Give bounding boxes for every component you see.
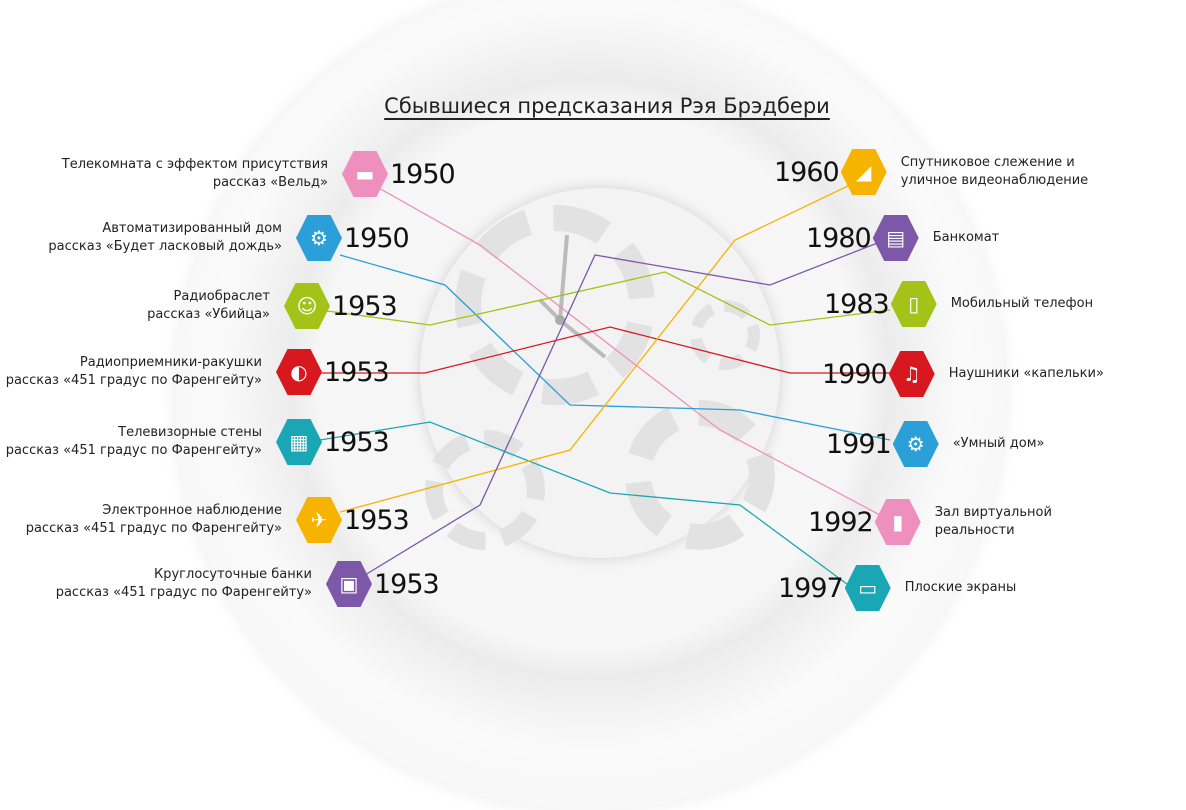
- prediction-label: Автоматизированный дом рассказ «Будет лас…: [48, 220, 282, 256]
- vr-room-icon: ▮: [874, 498, 921, 546]
- prediction-label: Электронное наблюдение рассказ «451 граду…: [26, 502, 282, 538]
- prediction-label: Зал виртуальной реальности: [935, 504, 1052, 540]
- clock-center: [555, 315, 565, 325]
- label-line: рассказ «451 градус по Фаренгейту»: [5, 443, 262, 458]
- atm-icon: ▤: [872, 214, 919, 262]
- prediction-label: Банкомат: [933, 229, 1000, 247]
- gears-house-icon: ⚙: [296, 214, 342, 262]
- year: 1953: [324, 356, 390, 388]
- connection-line-group: [319, 182, 891, 591]
- helicopter-icon: ✈: [296, 496, 342, 544]
- connection-lines: [319, 182, 891, 591]
- label-line: реальности: [934, 523, 1015, 538]
- label-line: Плоские экраны: [904, 580, 1017, 595]
- prediction-label: Наушники «капельки»: [949, 365, 1104, 383]
- clock-hand: [558, 234, 569, 321]
- label-line: Спутниковое слежение и: [900, 155, 1075, 170]
- year: 1997: [778, 572, 844, 604]
- year: 1953: [344, 504, 410, 536]
- right-prediction-item: 1991 ⚙ «Умный дом»: [826, 420, 1044, 468]
- man-wristradio-icon: ☺: [284, 282, 330, 330]
- year: 1953: [332, 290, 398, 322]
- clock-hand: [558, 318, 607, 359]
- prediction-label: Мобильный телефон: [951, 295, 1093, 313]
- left-prediction-item: Телекомната с эффектом присутствия расска…: [62, 150, 456, 198]
- connection-line: [320, 326, 890, 374]
- right-prediction-item: 1990 ♫ Наушники «капельки»: [822, 350, 1104, 398]
- label-line: Радиобраслет: [173, 289, 270, 304]
- label-line: Электронное наблюдение: [102, 503, 282, 518]
- left-prediction-item: Радиобраслет рассказ «Убийца» ☺ 1953: [147, 282, 398, 330]
- connection-line: [369, 182, 881, 516]
- label-line: Наушники «капельки»: [948, 366, 1104, 381]
- label-line: Телекомната с эффектом присутствия: [61, 157, 328, 172]
- connection-line: [364, 241, 881, 576]
- right-prediction-item: 1980 ▤ Банкомат: [806, 214, 999, 262]
- label-line: рассказ «451 градус по Фаренгейту»: [25, 521, 282, 536]
- left-prediction-item: Радиоприемники-ракушки рассказ «451 граду…: [6, 348, 390, 396]
- left-prediction-item: Электронное наблюдение рассказ «451 граду…: [26, 496, 410, 544]
- label-line: Телевизорные стены: [118, 425, 262, 440]
- label-line: рассказ «Убийца»: [147, 307, 270, 322]
- label-line: Банкомат: [932, 230, 1000, 245]
- connection-line: [339, 184, 851, 513]
- label-line: рассказ «451 градус по Фаренгейту»: [55, 585, 312, 600]
- year: 1953: [324, 426, 390, 458]
- room-screen-icon: ▬: [342, 150, 388, 198]
- robot-bank-icon: ▣: [326, 560, 372, 608]
- page-title: Сбывшиеся предсказания Рэя Брэдбери: [384, 94, 830, 118]
- label-line: рассказ «Будет ласковый дождь»: [48, 239, 282, 254]
- year: 1953: [374, 568, 440, 600]
- connection-line: [319, 271, 891, 326]
- label-line: Мобильный телефон: [950, 296, 1094, 311]
- connection-line: [339, 254, 891, 441]
- prediction-label: Круглосуточные банки рассказ «451 градус …: [56, 566, 312, 602]
- right-prediction-item: 1960 ◢ Спутниковое слежение и уличное видео…: [774, 148, 1088, 196]
- prediction-label: Спутниковое слежение и уличное видеонаблю…: [901, 154, 1088, 190]
- label-line: Круглосуточные банки: [154, 567, 312, 582]
- year: 1983: [824, 288, 890, 320]
- year: 1950: [344, 222, 410, 254]
- left-prediction-item: Телевизорные стены рассказ «451 градус по…: [6, 418, 390, 466]
- label-line: рассказ «Вельд»: [212, 175, 328, 190]
- year: 1990: [822, 358, 888, 390]
- right-prediction-item: 1983 ▯ Мобильный телефон: [824, 280, 1093, 328]
- prediction-label: Радиобраслет рассказ «Убийца»: [147, 288, 270, 324]
- ear-icon: ◐: [276, 348, 322, 396]
- left-prediction-item: Автоматизированный дом рассказ «Будет лас…: [48, 214, 410, 262]
- prediction-label: Плоские экраны: [905, 579, 1017, 597]
- year: 1950: [390, 158, 456, 190]
- label-line: Радиоприемники-ракушки: [79, 355, 262, 370]
- prediction-label: Телекомната с эффектом присутствия расска…: [62, 156, 328, 192]
- security-camera-icon: ◢: [840, 148, 887, 196]
- left-prediction-item: Круглосуточные банки рассказ «451 градус …: [56, 560, 440, 608]
- gears-house-icon: ⚙: [892, 420, 939, 468]
- right-prediction-item: 1997 ▭ Плоские экраны: [778, 564, 1016, 612]
- label-line: Автоматизированный дом: [102, 221, 282, 236]
- tv-icon: ▦: [276, 418, 322, 466]
- mobile-phone-icon: ▯: [890, 280, 937, 328]
- prediction-label: Телевизорные стены рассказ «451 градус по…: [6, 424, 262, 460]
- flat-screen-icon: ▭: [844, 564, 891, 612]
- year: 1980: [806, 222, 872, 254]
- connection-line: [319, 421, 856, 591]
- prediction-label: «Умный дом»: [953, 435, 1045, 453]
- year: 1991: [826, 428, 892, 460]
- label-line: рассказ «451 градус по Фаренгейту»: [5, 373, 262, 388]
- prediction-label: Радиоприемники-ракушки рассказ «451 граду…: [6, 354, 262, 390]
- year: 1992: [808, 506, 874, 538]
- label-line: «Умный дом»: [952, 436, 1045, 451]
- earphones-icon: ♫: [888, 350, 935, 398]
- label-line: уличное видеонаблюдение: [900, 173, 1089, 188]
- year: 1960: [774, 156, 840, 188]
- right-prediction-item: 1992 ▮ Зал виртуальной реальности: [808, 498, 1052, 546]
- label-line: Зал виртуальной: [934, 505, 1052, 520]
